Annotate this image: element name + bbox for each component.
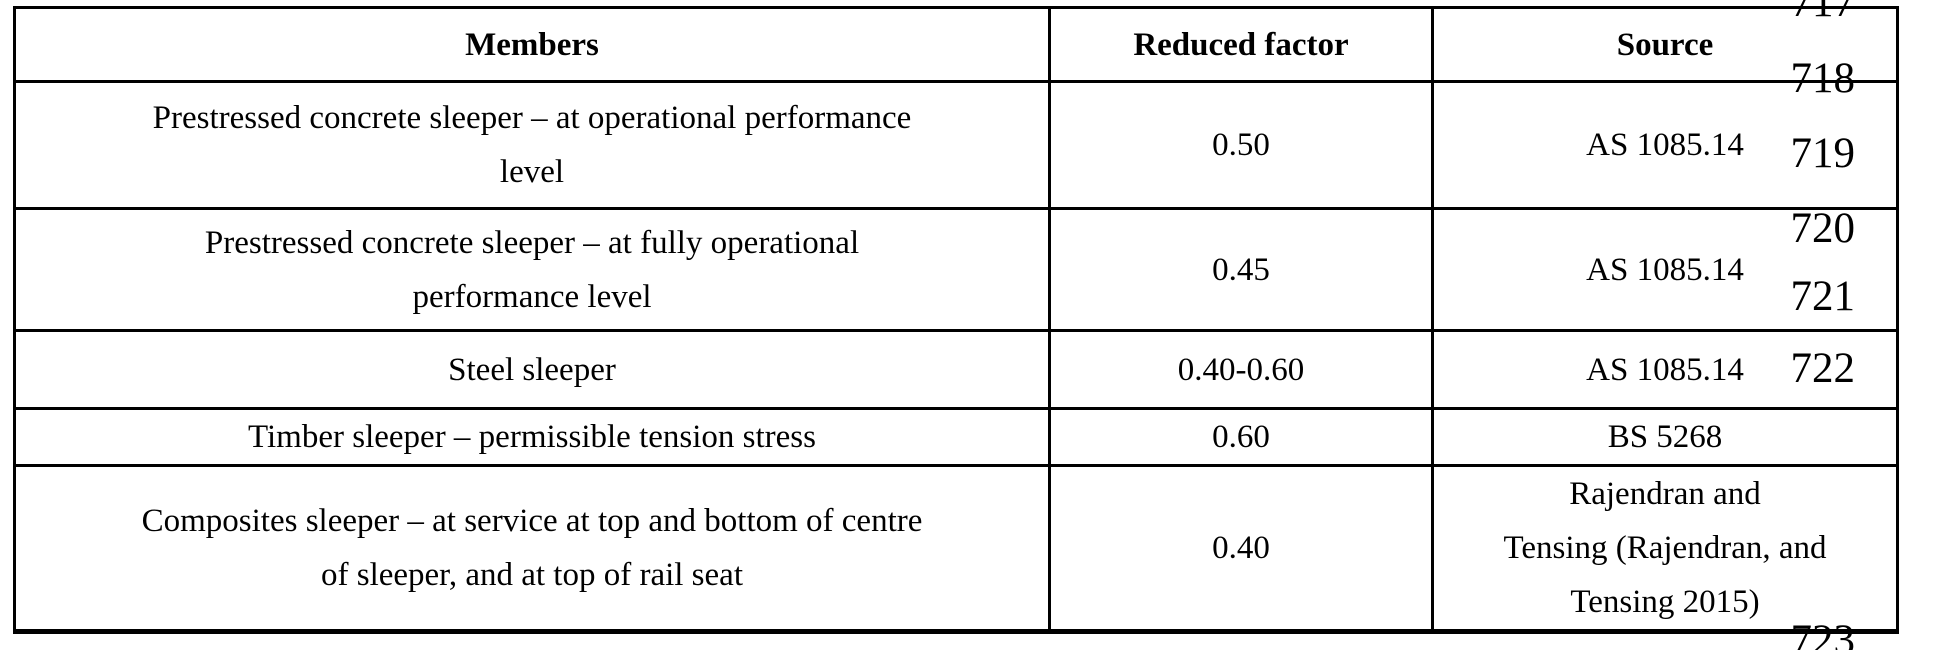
source-cell: BS 5268 [1431,407,1899,467]
table-row: Prestressed concrete sleeper – at operat… [13,80,1899,210]
reduced-factor-cell: 0.40-0.60 [1048,329,1434,410]
members-cell: Steel sleeper [13,329,1051,410]
reduced-factor-column-header: Reduced factor [1048,6,1434,83]
margin-line-number: 720 [1790,205,1856,252]
source-cell: AS 1085.14 [1431,329,1899,410]
members-cell: Prestressed concrete sleeper – at fully … [13,207,1051,332]
source-column-header: Source [1431,6,1899,83]
margin-line-number: 718 [1790,55,1856,102]
table-row: Steel sleeper 0.40-0.60 AS 1085.14 [13,329,1899,410]
reduced-factor-cell: 0.50 [1048,80,1434,210]
members-cell: Composites sleeper – at service at top a… [13,464,1051,633]
table-row: Prestressed concrete sleeper – at fully … [13,207,1899,332]
reduced-factor-cell: 0.60 [1048,407,1434,467]
margin-line-number: 717 [1790,0,1856,26]
source-cell: AS 1085.14 [1431,80,1899,210]
source-cell: Rajendran and Tensing (Rajendran, and Te… [1431,464,1899,633]
members-cell: Timber sleeper – permissible tension str… [13,407,1051,467]
source-cell: AS 1085.14 [1431,207,1899,332]
reduced-factor-cell: 0.45 [1048,207,1434,332]
margin-line-number: 723 [1790,617,1856,650]
margin-line-number: 721 [1790,273,1856,320]
table-header-row: Members Reduced factor Source [13,6,1899,83]
members-cell: Prestressed concrete sleeper – at operat… [13,80,1051,210]
table-row: Composites sleeper – at service at top a… [13,464,1899,633]
reduced-factor-cell: 0.40 [1048,464,1434,633]
members-column-header: Members [13,6,1051,83]
table-row: Timber sleeper – permissible tension str… [13,407,1899,467]
margin-line-number: 719 [1790,130,1856,177]
sleeper-reduction-factor-table: Members Reduced factor Source Prestresse… [13,6,1899,634]
margin-line-number: 722 [1790,345,1856,392]
